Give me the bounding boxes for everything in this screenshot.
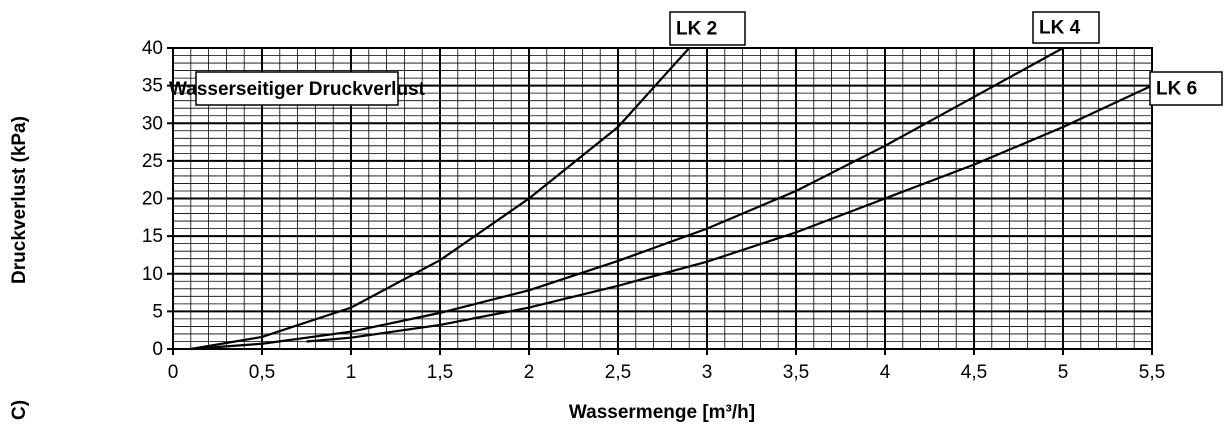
series-label: LK 2 (676, 19, 717, 40)
y-tick-label: 0 (152, 339, 163, 360)
title-box (195, 71, 399, 106)
series-label-box (1032, 11, 1100, 44)
x-tick-label: 4 (880, 362, 891, 383)
series-line (190, 47, 691, 351)
x-tick-label: 3 (702, 362, 713, 383)
series-label: LK 4 (1039, 18, 1081, 39)
x-tick-label: 3,5 (783, 362, 809, 383)
x-tick-label: 2 (524, 362, 535, 383)
y-tick-label: 40 (142, 38, 163, 59)
series-label-box (1149, 71, 1223, 106)
y-tick-label: 25 (142, 151, 163, 172)
y-tick-label: 30 (142, 113, 163, 134)
y-tick-label: 5 (152, 301, 163, 322)
series-label: LK 6 (1156, 79, 1197, 100)
chart-title: Wasserseitiger Druckverlust (169, 79, 426, 100)
series-label-box (669, 11, 746, 46)
x-tick-label: 0,5 (249, 362, 275, 383)
x-tick-label: 4,5 (961, 362, 987, 383)
x-tick-label: 1 (346, 362, 357, 383)
y-axis-title: Druckverlust (kPa) (9, 116, 30, 284)
x-tick-label: 0 (168, 362, 179, 383)
side-label: C) (9, 400, 30, 420)
x-tick-label: 2,5 (605, 362, 631, 383)
x-tick-label: 5 (1058, 362, 1069, 383)
series-line (190, 47, 1064, 351)
y-tick-label: 15 (142, 226, 163, 247)
plot-frame (172, 47, 1153, 350)
y-tick-label: 10 (142, 264, 163, 285)
x-axis-title: Wassermenge [m³/h] (569, 402, 755, 423)
series-line (306, 84, 1153, 343)
x-tick-label: 5,5 (1139, 362, 1165, 383)
y-tick-label: 35 (142, 76, 163, 97)
x-tick-label: 1,5 (427, 362, 453, 383)
y-tick-label: 20 (142, 189, 163, 210)
